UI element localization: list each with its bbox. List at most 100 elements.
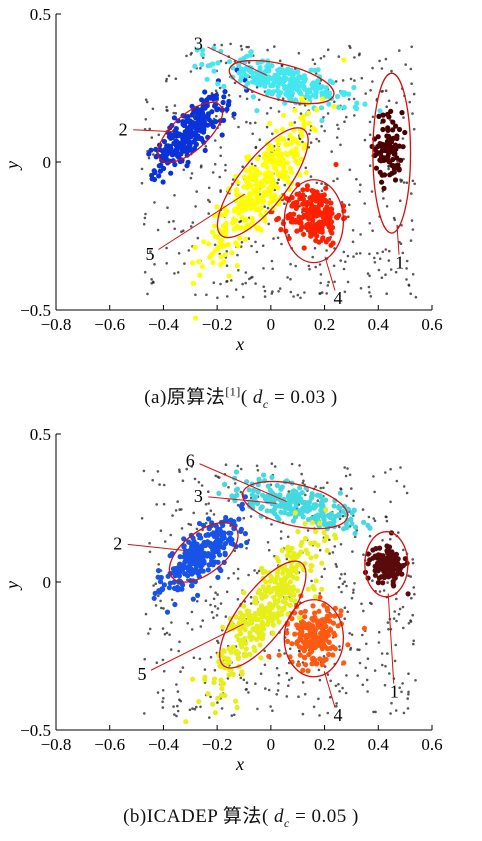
noise-point [199,705,202,709]
noise-point [178,468,181,471]
cluster-3-point [278,509,284,515]
noise-point [178,640,181,644]
cluster-3-point [291,488,297,494]
cluster-5-point [269,575,275,581]
noise-point [328,197,332,201]
cluster-5-point [288,169,295,175]
caption-a-sub: c [262,396,269,411]
noise-point [353,79,356,82]
cluster-2-point [190,570,196,576]
noise-point [326,48,330,51]
noise-point [239,676,243,680]
noise-point [239,467,243,471]
cluster-4-point [297,631,303,637]
cluster-1-point [394,557,400,563]
noise-point [410,596,413,600]
cluster-3-point [297,485,303,491]
noise-point [226,295,229,298]
noise-point [407,672,410,675]
noise-point [385,515,388,519]
cluster-5-point [252,611,258,617]
noise-point [348,632,352,635]
cluster-4-point [302,608,308,614]
noise-point [407,622,411,625]
cluster-5-point [292,510,298,516]
noise-point [389,500,392,504]
cluster-3-point [331,519,337,525]
cluster-5-point [234,633,240,639]
noise-point [315,181,319,185]
noise-point [409,239,413,242]
noise-point [255,571,259,575]
noise-point [405,267,408,270]
cluster-4-point [361,625,367,631]
noise-point [160,606,163,610]
cluster-3-point [234,492,240,498]
cluster-5-point [285,160,291,166]
noise-point [249,121,252,125]
noise-point [414,295,418,299]
noise-point [287,684,290,687]
cluster-5-point [218,261,224,268]
cluster-2-point [184,163,190,169]
cluster-4-point [316,239,322,245]
noise-point [175,683,178,686]
cluster-5-point [209,229,216,235]
noise-point [171,514,174,517]
noise-point [411,561,415,565]
noise-point [318,548,322,552]
cluster-1-point [380,126,386,133]
noise-point [320,125,323,128]
noise-point [348,203,351,207]
noise-point [265,112,269,115]
cluster-5-point [257,642,263,648]
cluster-5-point [251,188,257,194]
noise-point [281,97,285,100]
noise-point [349,77,353,81]
cluster-4-point [300,667,306,673]
noise-point [162,607,165,610]
noise-point [374,710,377,714]
x-tick-label: 0.6 [421,735,442,754]
cluster-2-point [185,114,191,120]
y-tick-label: 0.5 [30,425,51,444]
noise-point [156,470,160,473]
cluster-4-point [292,631,298,637]
noise-point [352,591,355,594]
noise-point [174,112,178,115]
noise-point [353,535,357,539]
noise-point [390,69,393,73]
noise-point [380,652,384,655]
cluster-1-point [388,144,394,150]
cluster-5-point [196,258,202,265]
cluster-2-point [174,584,181,590]
cluster-3-point [275,83,281,89]
cluster-3-point [249,492,255,498]
cluster-5-point [289,564,295,570]
noise-point [393,610,397,613]
cluster-4-point [300,201,306,207]
cluster-5-point [275,141,282,147]
noise-point [341,79,345,82]
noise-point [159,529,163,532]
noise-point [249,595,253,599]
noise-point [211,171,215,174]
cluster-1-point [380,118,386,124]
noise-point [265,125,269,129]
x-axis-label: x [235,334,244,354]
cluster-1-point [388,560,394,566]
noise-point [257,569,261,573]
cluster-5-point [319,96,326,102]
noise-point [236,598,240,601]
noise-point [352,255,355,258]
noise-point [386,652,389,655]
cluster-5-point [215,695,221,701]
cluster-3-point [365,522,371,528]
cluster-5-point [243,646,249,652]
noise-point [232,572,236,575]
cluster-4-point [315,205,321,211]
cluster-5-point [266,587,272,593]
cluster-4-point [302,214,308,220]
cluster-5-point [258,592,264,598]
cluster-5-point [223,224,229,231]
